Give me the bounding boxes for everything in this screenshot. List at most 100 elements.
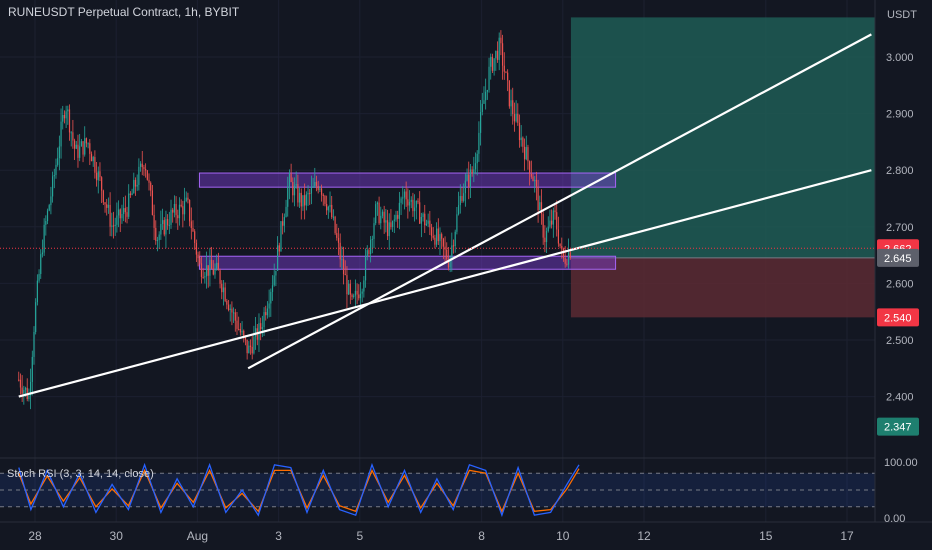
candle-body: [293, 185, 296, 196]
candle-body: [464, 180, 466, 194]
candle-body: [319, 188, 321, 190]
candle-body: [488, 66, 490, 90]
candle-body: [534, 179, 536, 182]
zone-box-1[interactable]: [198, 255, 617, 270]
candle-body: [53, 175, 55, 177]
candle-body: [295, 184, 297, 186]
candle-body: [310, 187, 313, 194]
candle-body: [537, 186, 539, 211]
candle-body: [229, 308, 231, 310]
price-tick-label: 2.700: [886, 222, 914, 234]
candle-body: [373, 223, 375, 239]
candle-body: [344, 274, 346, 276]
candle-body: [312, 186, 314, 188]
candle-body: [544, 237, 546, 243]
candle-body: [539, 202, 541, 211]
candle-body: [41, 252, 44, 255]
trend-line-0[interactable]: [18, 169, 872, 398]
candle-body: [123, 208, 125, 214]
candle-body: [478, 132, 480, 154]
candle-body: [87, 143, 89, 145]
candle-body: [67, 109, 69, 112]
zone-box-0[interactable]: [198, 172, 617, 188]
stoch-rsi-label[interactable]: Stoch RSI (3, 3, 14, 14, close): [7, 468, 154, 480]
candle-body: [165, 219, 167, 235]
candle-body: [415, 200, 417, 208]
candle-body: [339, 242, 341, 260]
candle-body: [437, 228, 439, 242]
candle-body: [231, 308, 233, 313]
candle-body: [456, 214, 458, 232]
trend-lines[interactable]: [18, 33, 872, 398]
candle-body: [160, 223, 162, 235]
candle-body: [427, 220, 429, 224]
time-tick-label: 3: [275, 529, 282, 543]
time-tick-label: 8: [478, 529, 485, 543]
candle-body: [131, 193, 133, 195]
trend-line-1[interactable]: [247, 33, 872, 370]
time-axis-ticks[interactable]: 28 30 Aug 3 5 8 10 12 15 17: [28, 529, 854, 543]
candle-body: [403, 191, 406, 198]
candle-body: [322, 194, 324, 197]
candle-body: [258, 323, 260, 340]
candle-body: [341, 259, 343, 261]
candle-body: [72, 132, 74, 141]
candle-body: [167, 219, 169, 226]
candle-body: [21, 387, 23, 394]
candle-body: [170, 209, 172, 225]
candle-body: [227, 304, 230, 310]
candle-body: [298, 192, 301, 203]
stoch-tick-label: 100.00: [884, 457, 918, 469]
support-resistance-zones[interactable]: [198, 172, 617, 270]
price-badge-label: 2.347: [884, 422, 912, 434]
candle-body: [507, 72, 509, 81]
candle-body: [419, 202, 421, 224]
candle-body: [353, 295, 355, 297]
price-axis[interactable]: [875, 0, 932, 550]
candle-body: [447, 259, 450, 268]
candle-body: [451, 245, 453, 259]
long-position-tool[interactable]: [570, 17, 886, 318]
candle-body: [496, 50, 499, 60]
candle-body: [405, 191, 407, 200]
candle-body: [136, 184, 138, 187]
candle-body: [251, 346, 253, 354]
candle-body: [141, 163, 143, 168]
candle-body: [19, 379, 22, 388]
candle-body: [459, 195, 461, 206]
candle-body: [358, 294, 360, 299]
candle-body: [481, 103, 483, 113]
candle-body: [408, 201, 411, 206]
price-badge: [877, 248, 919, 267]
candle-body: [320, 188, 323, 195]
candle-body: [112, 225, 115, 227]
candle-body: [82, 141, 84, 155]
candle-body: [30, 381, 32, 396]
candle-body: [205, 265, 208, 277]
candle-body: [233, 312, 235, 314]
candle-body: [249, 345, 252, 347]
candle-body: [63, 114, 66, 119]
candle-body: [493, 58, 495, 71]
candle-body: [275, 270, 277, 276]
candle-body: [216, 262, 218, 269]
time-tick-label: 5: [356, 529, 363, 543]
candle-body: [101, 177, 103, 191]
position-profit-zone[interactable]: [570, 17, 886, 258]
candle-body: [194, 231, 196, 243]
candle-body: [178, 204, 181, 219]
position-loss-zone[interactable]: [570, 257, 886, 318]
candle-body: [398, 202, 400, 219]
candle-body: [412, 199, 414, 212]
candle-body: [285, 206, 287, 218]
candle-body: [476, 153, 478, 164]
price-tick-label: 2.400: [886, 392, 914, 404]
candle-body: [241, 330, 243, 333]
candle-body: [202, 276, 204, 278]
candle-body: [361, 291, 363, 294]
price-axis-unit: USDT: [887, 9, 917, 21]
candle-body: [214, 268, 216, 275]
candle-body: [442, 238, 444, 247]
